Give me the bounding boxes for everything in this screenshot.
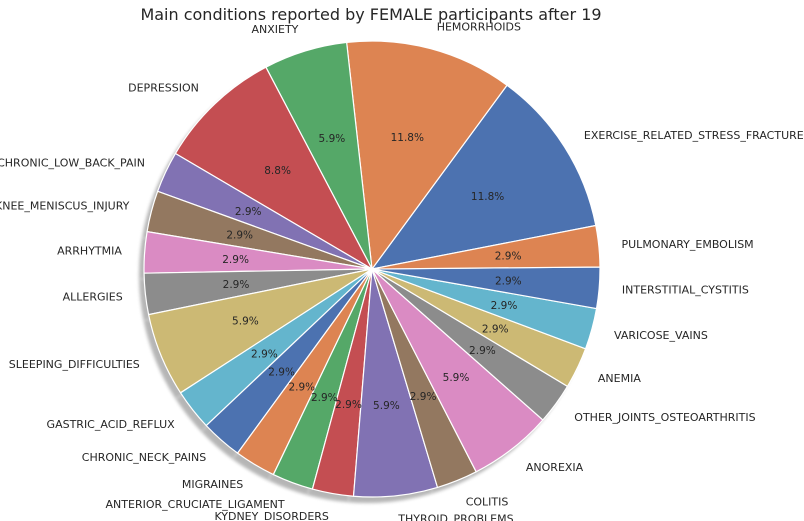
slice-label: ANTERIOR_CRUCIATE_LIGAMENT (106, 498, 285, 511)
slice-percentage: 2.9% (311, 392, 338, 404)
slice-percentage: 5.9% (232, 316, 259, 328)
slice-label: CHRONIC_NECK_PAINS (82, 451, 206, 464)
pie-slice (174, 66, 373, 270)
pct-labels: 11.8%11.8%5.9%8.8%2.9%2.9%2.9%2.9%5.9%2.… (222, 132, 521, 412)
slice-percentage: 2.9% (495, 250, 522, 262)
slice-percentage: 2.9% (235, 206, 262, 218)
slice-label: COLITIS (466, 496, 509, 509)
slice-label: ANEMIA (598, 372, 641, 385)
pie-wedges (143, 40, 601, 498)
slice-label: KNEE_MENISCUS_INJURY (0, 199, 130, 212)
slice-percentage: 5.9% (319, 133, 346, 145)
slice-percentage: 2.9% (226, 229, 253, 241)
slice-label: OTHER_JOINTS_OSTEOARTHRITIS (574, 411, 755, 424)
slice-label: EXERCISE_RELATED_STRESS_FRACTURE (584, 129, 804, 142)
chart-title: Main conditions reported by FEMALE parti… (140, 5, 601, 24)
slice-percentage: 11.8% (391, 132, 424, 144)
slice-percentage: 5.9% (443, 372, 470, 384)
slice-percentage: 2.9% (223, 279, 250, 291)
slice-percentage: 8.8% (264, 165, 291, 177)
slice-label: ARRHYTMIA (57, 245, 122, 258)
slice-label: HEMORRHOIDS (437, 21, 521, 34)
pie-slice (346, 40, 508, 270)
slice-percentage: 2.9% (288, 381, 315, 393)
slice-percentage: 2.9% (335, 399, 362, 411)
slice-label: SLEEPING_DIFFICULTIES (9, 358, 140, 371)
slice-label: KYDNEY_DISORDERS (214, 510, 328, 521)
slice-label: INTERSTITIAL_CYSTITIS (622, 284, 749, 297)
slice-percentage: 2.9% (482, 323, 509, 335)
pie-slice (371, 84, 597, 270)
slice-label: CHRONIC_LOW_BACK_PAIN (0, 156, 145, 169)
slice-percentage: 2.9% (491, 300, 518, 312)
slice-label: ALLERGIES (63, 291, 123, 304)
slice-label: DEPRESSION (128, 82, 199, 95)
slice-labels: EXERCISE_RELATED_STRESS_FRACTURE HEMORRHO… (0, 21, 804, 521)
slice-percentage: 2.9% (268, 367, 295, 379)
slice-label: ANOREXIA (526, 461, 584, 474)
slice-label: VARICOSE_VAINS (614, 329, 708, 342)
slice-label: MIGRAINES (182, 478, 243, 491)
slice-percentage: 2.9% (495, 275, 522, 287)
slice-label: PULMONARY_EMBOLISM (622, 238, 754, 251)
slice-label: GASTRIC_ACID_REFLUX (47, 418, 176, 431)
slice-percentage: 2.9% (251, 349, 278, 361)
slice-percentage: 5.9% (373, 400, 400, 412)
slice-percentage: 11.8% (471, 191, 504, 203)
slice-percentage: 2.9% (469, 345, 496, 357)
slice-percentage: 2.9% (410, 391, 437, 403)
slice-label: THYROID_PROBLEMS (397, 512, 513, 521)
pie-slice (371, 224, 601, 270)
slice-percentage: 2.9% (222, 254, 249, 266)
slice-label: ANXIETY (251, 23, 298, 36)
